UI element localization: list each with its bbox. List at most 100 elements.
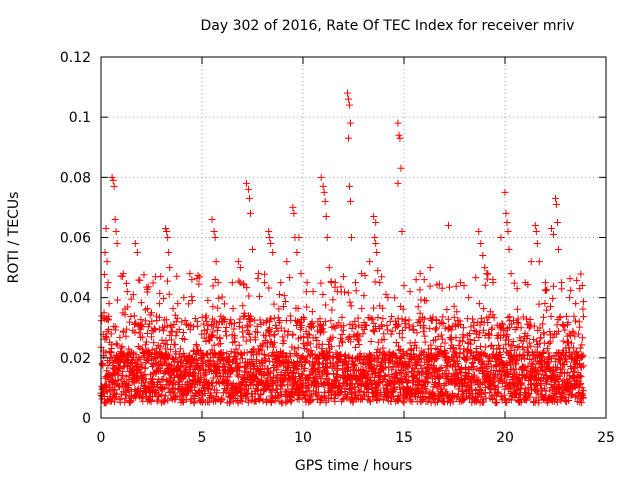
data-point: [293, 249, 301, 257]
x-tick-label: 0: [97, 430, 106, 446]
data-point: [272, 348, 280, 356]
data-point: [278, 353, 286, 361]
data-point: [565, 330, 573, 338]
data-point: [312, 334, 320, 342]
data-point: [202, 312, 210, 320]
data-point: [388, 327, 396, 335]
data-point: [398, 334, 406, 342]
data-point: [322, 301, 330, 309]
data-point: [338, 337, 346, 345]
data-point: [329, 333, 337, 341]
data-point: [396, 329, 404, 337]
data-point: [174, 300, 182, 308]
data-point: [357, 387, 365, 395]
data-point: [295, 385, 303, 393]
data-point: [122, 279, 130, 287]
data-point: [341, 288, 349, 296]
data-point: [153, 397, 161, 405]
data-point: [338, 331, 346, 339]
data-point: [466, 330, 474, 338]
data-point: [460, 324, 468, 332]
data-point: [475, 227, 483, 235]
data-point: [316, 329, 324, 337]
data-point: [313, 337, 321, 345]
data-point: [143, 329, 151, 337]
data-point: [138, 320, 146, 328]
data-point: [442, 349, 450, 357]
data-point: [280, 337, 288, 345]
data-point: [270, 339, 278, 347]
data-point: [534, 382, 542, 390]
data-point: [298, 321, 306, 329]
data-point: [103, 284, 111, 292]
data-point: [235, 277, 243, 285]
data-point: [494, 388, 502, 396]
data-point: [335, 319, 343, 327]
data-point: [225, 373, 233, 381]
data-point: [382, 290, 390, 298]
data-point: [159, 327, 167, 335]
data-point: [102, 224, 110, 232]
data-point: [460, 333, 468, 341]
data-point: [307, 347, 315, 355]
data-point: [346, 119, 354, 127]
data-point: [303, 353, 311, 361]
data-point: [580, 313, 588, 321]
data-point: [447, 326, 455, 334]
data-point: [329, 296, 337, 304]
data-point: [144, 349, 152, 357]
data-point: [112, 340, 120, 348]
data-point: [533, 240, 541, 248]
data-point: [245, 331, 253, 339]
data-point: [543, 376, 551, 384]
data-point: [159, 376, 167, 384]
data-point: [177, 357, 185, 365]
data-point: [309, 288, 317, 296]
data-point: [162, 316, 170, 324]
data-point: [126, 318, 134, 326]
data-point: [356, 350, 364, 358]
data-point: [482, 351, 490, 359]
data-point: [219, 349, 227, 357]
data-point: [380, 349, 388, 357]
data-point: [301, 395, 309, 403]
data-point: [222, 327, 230, 335]
data-point: [340, 322, 348, 330]
data-point: [239, 280, 247, 288]
data-point: [457, 279, 465, 287]
data-point: [211, 275, 219, 283]
data-point: [500, 345, 508, 353]
data-point: [215, 294, 223, 302]
data-point: [157, 272, 165, 280]
data-point: [416, 309, 424, 317]
data-point: [579, 394, 587, 402]
data-point: [255, 292, 263, 300]
data-point: [171, 340, 179, 348]
y-axis-label: ROTI / TECUs: [6, 192, 22, 284]
data-point: [255, 270, 263, 278]
data-point: [381, 375, 389, 383]
data-point: [345, 353, 353, 361]
data-point: [195, 365, 203, 373]
data-point: [268, 386, 276, 394]
data-point: [104, 279, 112, 287]
data-point: [358, 270, 366, 278]
data-point: [102, 333, 110, 341]
data-point: [571, 364, 579, 372]
y-tick-label: 0: [82, 411, 91, 427]
data-point: [339, 395, 347, 403]
data-point: [386, 356, 394, 364]
data-point: [284, 386, 292, 394]
data-point: [463, 354, 471, 362]
data-point: [294, 304, 302, 312]
data-point: [374, 338, 382, 346]
y-tick-label: 0.06: [60, 231, 91, 247]
data-point: [532, 227, 540, 235]
data-point: [148, 317, 156, 325]
data-point: [372, 240, 380, 248]
data-point: [481, 264, 489, 272]
data-point: [549, 333, 557, 341]
data-point: [322, 371, 330, 379]
data-point: [318, 360, 326, 368]
data-point: [379, 344, 387, 352]
